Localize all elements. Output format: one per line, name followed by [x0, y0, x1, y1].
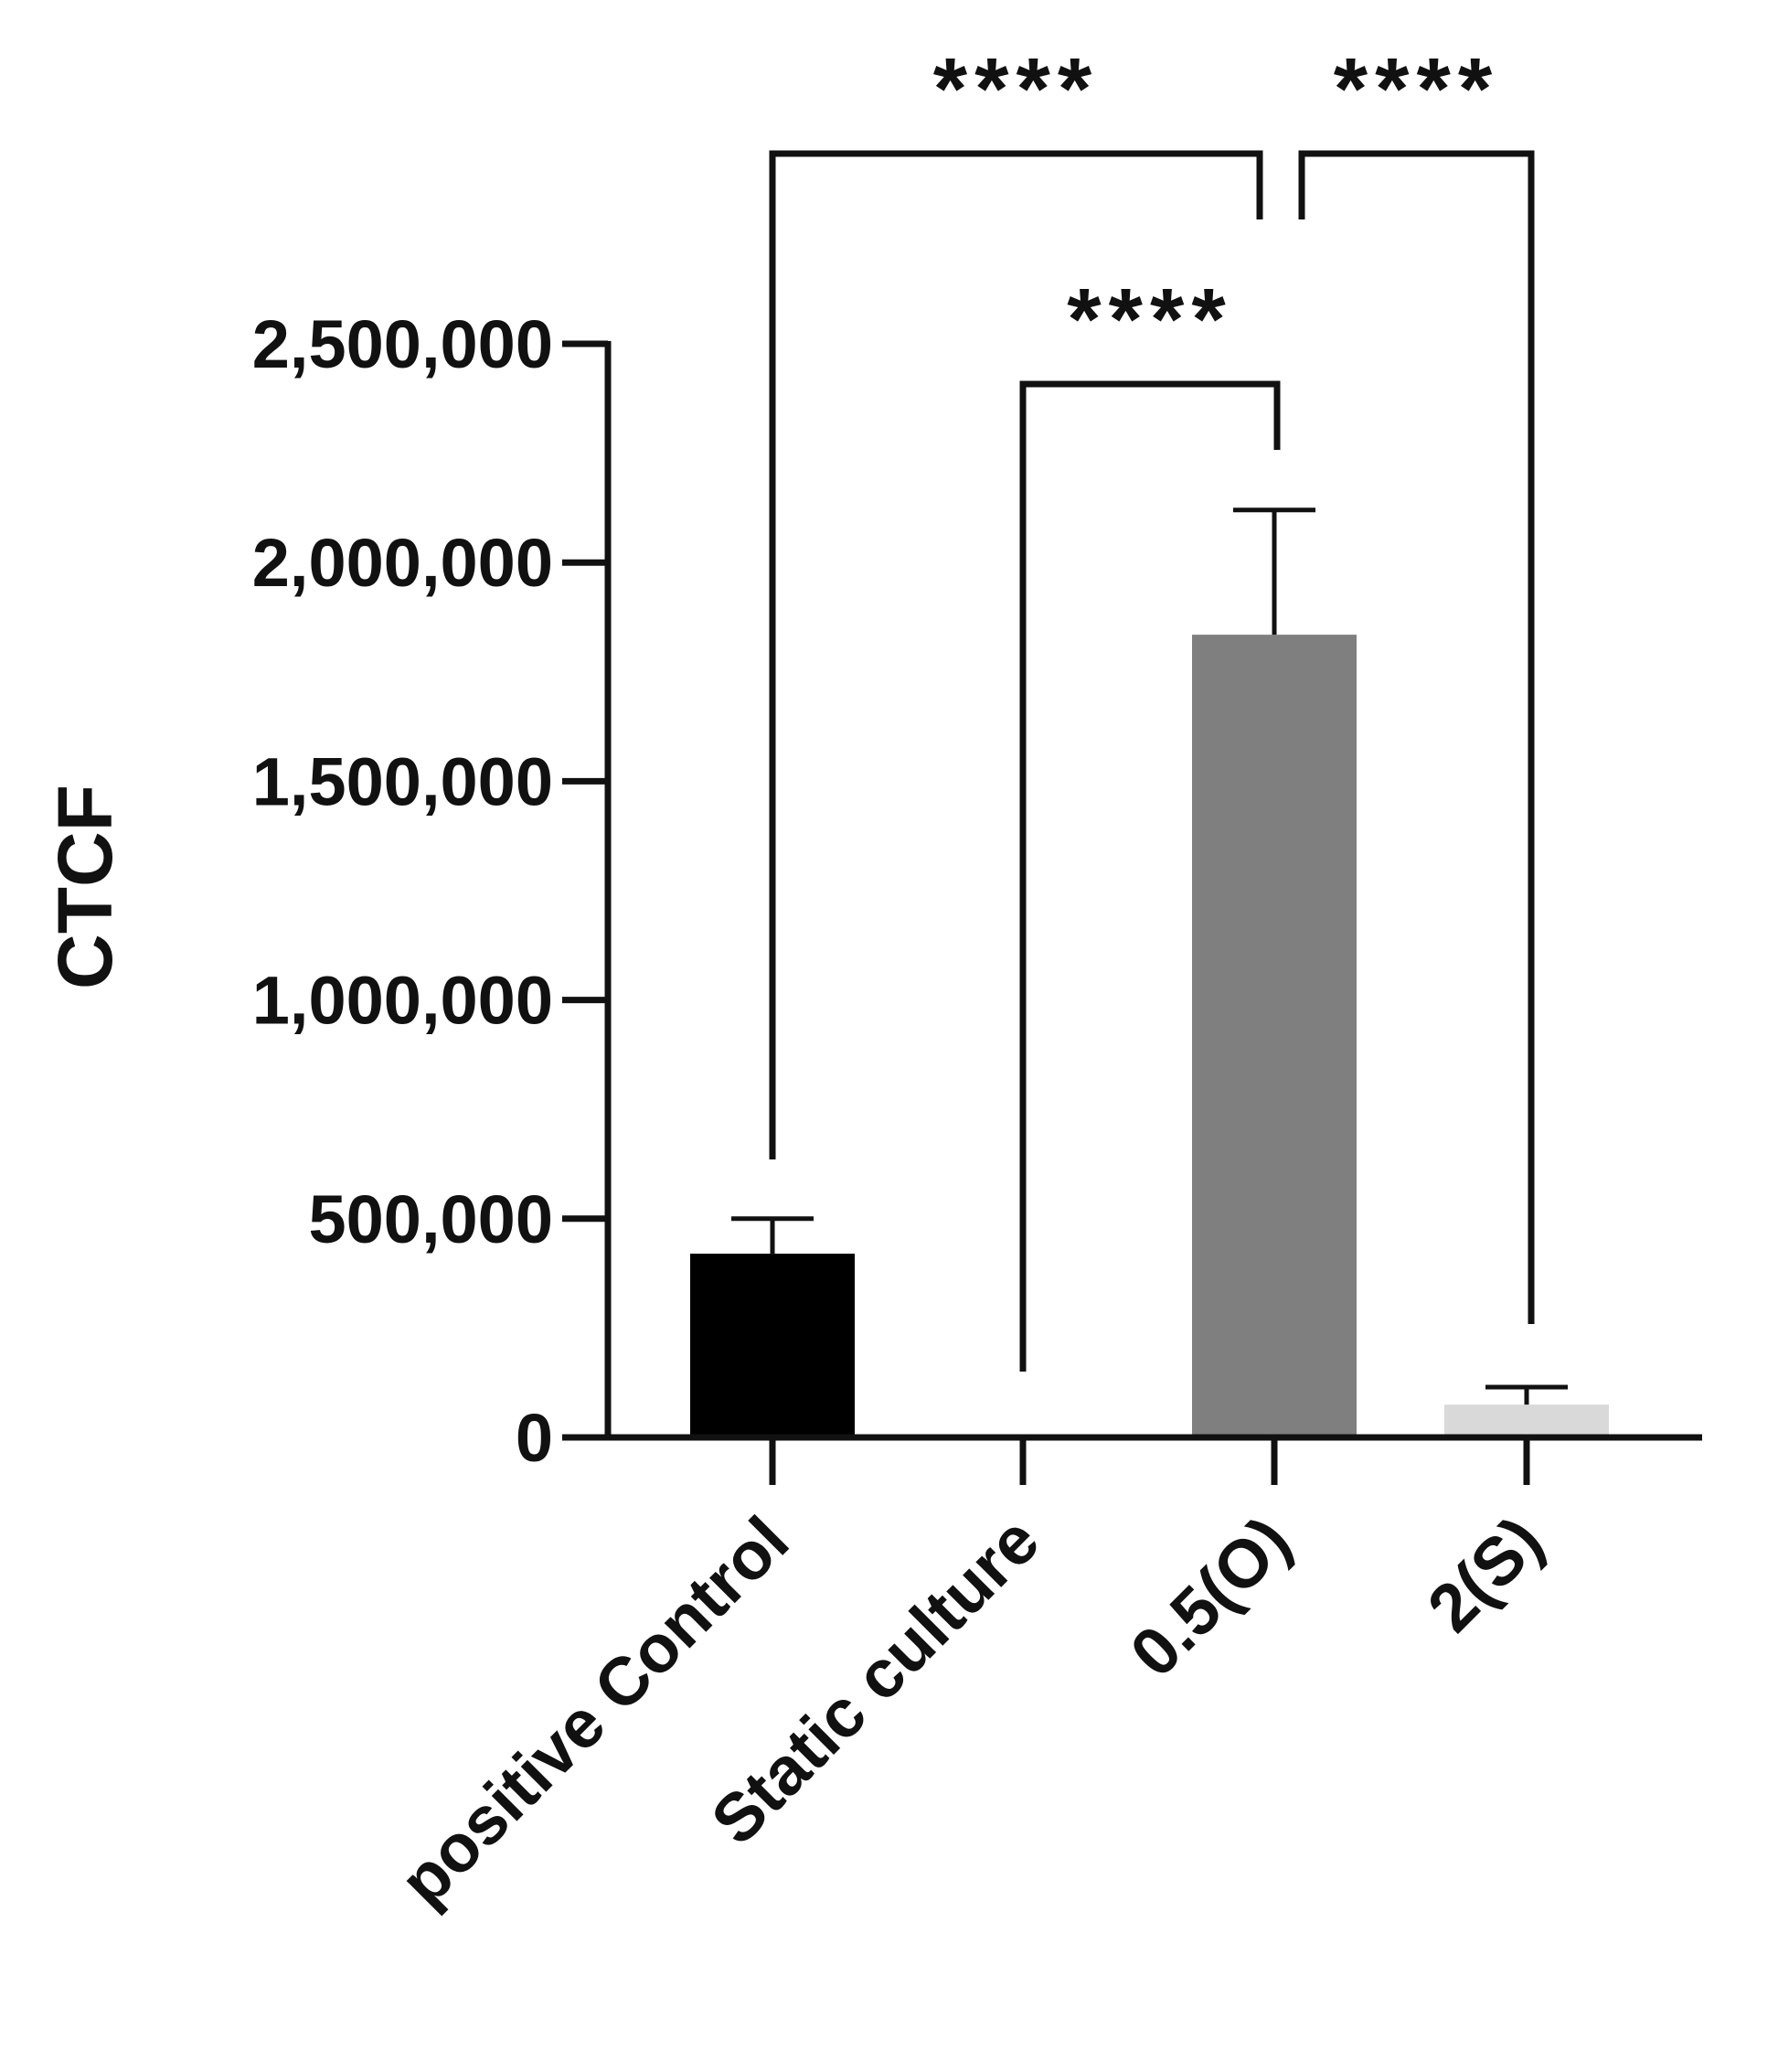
y-tick-label-2: 1,000,000: [252, 963, 553, 1039]
y-tick-label-5: 2,500,000: [252, 306, 553, 382]
bar-3: [1444, 1404, 1609, 1437]
bar-0: [690, 1254, 855, 1437]
y-tick-label-3: 1,500,000: [252, 743, 553, 819]
significance-label-1: ****: [1067, 271, 1232, 368]
significance-label-2: ****: [1334, 40, 1499, 138]
error-bars-layer: [731, 507, 1568, 1405]
significance-bracket-2: [1298, 150, 1535, 1324]
significance-layer: **** **** ****: [769, 40, 1535, 1372]
significance-bracket-1: [1019, 380, 1281, 1372]
y-tick-label-4: 2,000,000: [252, 525, 553, 601]
axes-layer: 0 500,000 1,000,000 1,500,000 2,000,000 2,500…: [252, 306, 1702, 1920]
significance-bracket-0: [769, 150, 1263, 1159]
y-axis-title: CTCF: [42, 785, 128, 989]
x-tick-label-2: 0.5(O): [1115, 1502, 1304, 1692]
x-tick-label-0: positive Control: [385, 1502, 803, 1920]
bars-layer: [690, 635, 1609, 1437]
bar-2: [1192, 635, 1357, 1437]
y-tick-label-1: 500,000: [309, 1181, 554, 1257]
y-tick-label-0: 0: [516, 1400, 553, 1476]
x-tick-label-3: 2(S): [1413, 1502, 1558, 1647]
significance-label-0: ****: [933, 40, 1099, 138]
